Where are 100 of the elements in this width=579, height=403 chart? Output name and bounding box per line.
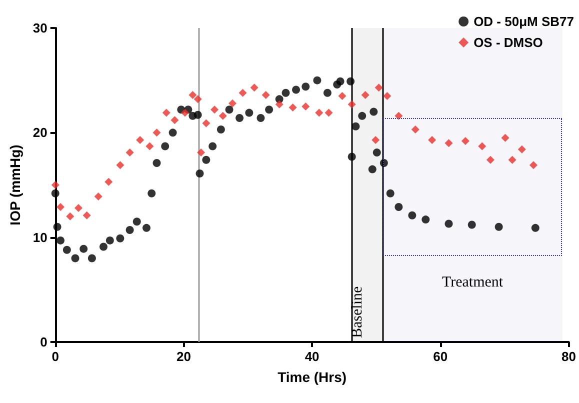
y-tick-label: 30	[32, 20, 48, 36]
point	[338, 92, 346, 100]
point	[106, 236, 114, 244]
point	[380, 159, 388, 168]
point	[518, 145, 526, 154]
point	[346, 77, 355, 86]
point	[208, 142, 217, 150]
point	[336, 77, 344, 86]
point	[361, 90, 370, 99]
point	[408, 211, 416, 220]
point	[202, 156, 210, 164]
point	[56, 202, 64, 211]
point	[51, 181, 60, 189]
point	[468, 220, 476, 229]
point	[428, 136, 436, 144]
x-axis-title: Time (Hrs)	[278, 369, 347, 385]
point	[394, 202, 403, 211]
point	[282, 88, 290, 97]
point	[180, 108, 189, 117]
point	[152, 159, 161, 168]
point	[352, 122, 360, 130]
point	[116, 161, 124, 170]
point	[236, 114, 244, 122]
point	[126, 148, 134, 157]
point	[478, 142, 486, 150]
point	[132, 218, 141, 226]
point	[245, 108, 254, 117]
point	[126, 226, 134, 234]
point	[275, 100, 284, 108]
point	[66, 212, 74, 220]
y-tick-label: 10	[32, 230, 48, 245]
point	[202, 119, 210, 128]
point	[302, 82, 310, 91]
point	[501, 134, 510, 142]
x-tick-label: 80	[562, 349, 576, 364]
point	[82, 211, 91, 220]
point	[51, 189, 60, 198]
y-axis-title: IOP (mmHg)	[7, 144, 23, 226]
point	[348, 100, 356, 108]
point	[194, 110, 202, 119]
x-tick-label: 20	[176, 349, 191, 364]
point	[292, 86, 300, 94]
point	[80, 244, 88, 253]
point	[225, 106, 234, 114]
point	[71, 254, 80, 262]
point	[358, 112, 366, 120]
point	[394, 112, 403, 120]
point	[250, 84, 258, 92]
point	[302, 102, 310, 110]
point	[444, 220, 453, 228]
point	[324, 108, 333, 117]
point	[104, 178, 113, 186]
point	[196, 169, 204, 178]
x-tick-label: 40	[304, 349, 320, 364]
point	[194, 95, 202, 104]
legend-label: OS - DMSO	[474, 35, 543, 50]
point	[142, 224, 150, 232]
point	[228, 99, 236, 108]
point	[461, 137, 470, 146]
point	[531, 224, 540, 232]
point	[188, 90, 197, 99]
y-tick-label: 0	[40, 334, 48, 350]
point	[152, 128, 161, 137]
point	[148, 189, 156, 198]
point	[383, 92, 392, 100]
point	[136, 136, 144, 144]
y-tick-label: 20	[32, 125, 48, 140]
band-label: Treatment	[442, 274, 504, 290]
point	[62, 246, 71, 254]
legend-label: OD - 50μM SB77	[474, 14, 574, 29]
point	[170, 116, 179, 124]
point	[372, 148, 381, 157]
point	[218, 112, 227, 120]
x-tick-label: 60	[433, 349, 448, 364]
point	[508, 156, 516, 164]
point	[529, 161, 538, 170]
point	[161, 142, 170, 150]
point	[53, 222, 62, 231]
point	[288, 104, 297, 112]
point	[348, 152, 356, 161]
point	[422, 216, 430, 224]
point	[494, 222, 503, 231]
point	[168, 128, 177, 137]
point	[88, 254, 96, 262]
point	[56, 236, 64, 244]
point	[386, 189, 394, 198]
point	[323, 88, 332, 97]
point	[313, 76, 322, 84]
point	[146, 142, 154, 150]
point	[100, 242, 108, 251]
point	[262, 90, 270, 99]
point	[256, 114, 265, 122]
point	[74, 204, 82, 212]
point	[370, 108, 378, 116]
point	[486, 156, 494, 164]
point	[162, 108, 170, 117]
point	[238, 88, 247, 97]
point	[116, 234, 124, 242]
point	[444, 139, 453, 148]
point	[372, 136, 380, 144]
